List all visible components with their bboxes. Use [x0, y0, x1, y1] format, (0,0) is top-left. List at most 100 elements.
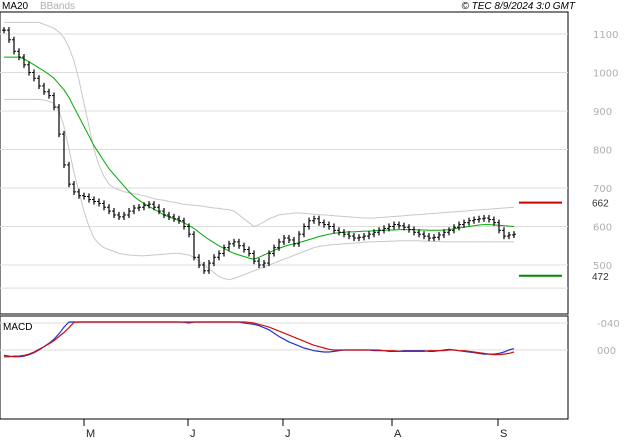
y-tick-label: 500 [593, 261, 612, 272]
x-tick-label: J [190, 428, 196, 440]
price-bar [62, 131, 66, 168]
price-bar [47, 88, 51, 99]
price-bar [457, 221, 461, 231]
price-bar [12, 36, 16, 55]
price-bar [127, 208, 131, 219]
y-axis-ticks: 1100 1000 900 800 700 600 500 [593, 30, 618, 272]
price-bar [452, 224, 456, 234]
price-bar [447, 227, 451, 236]
price-bar [372, 229, 376, 238]
price-bar [217, 250, 221, 261]
price-bar [247, 246, 251, 257]
price-bar [362, 233, 366, 241]
price-bar [237, 238, 241, 249]
price-bar [117, 211, 121, 220]
price-bar [277, 238, 281, 251]
price-bar [157, 204, 161, 215]
price-bar [342, 229, 346, 238]
price-bar [477, 215, 481, 223]
price-bar [32, 69, 36, 82]
price-bar [332, 223, 336, 234]
support-label: 472 [592, 272, 609, 283]
price-bar [87, 193, 91, 203]
price-bar [37, 75, 41, 90]
macd-lines [3, 321, 515, 358]
price-bar [17, 48, 21, 61]
price-bar [282, 234, 286, 245]
price-bar [42, 82, 46, 95]
price-bar [202, 261, 206, 274]
price-bar [417, 229, 421, 238]
x-tick-label: J [285, 428, 291, 440]
price-bar [512, 231, 516, 239]
ma20-line [4, 56, 515, 260]
price-bar [212, 254, 216, 267]
y-tick-label: 800 [593, 146, 612, 157]
resistance-label: 662 [592, 199, 609, 210]
price-bar [252, 250, 256, 265]
ma20-path [4, 56, 515, 260]
price-bar [357, 234, 361, 242]
price-bar [412, 226, 416, 236]
price-bar [107, 204, 111, 215]
price-bar [337, 227, 341, 236]
price-bar [422, 231, 426, 240]
price-bar [502, 227, 506, 240]
price-bar [147, 201, 151, 209]
price-bar [432, 234, 436, 242]
price-bar [292, 236, 296, 247]
x-tick-label: S [500, 428, 507, 440]
price-bar [92, 196, 96, 205]
macd-y-tick-label: 000 [597, 346, 616, 357]
price-panel [0, 11, 569, 315]
price-bar [142, 202, 146, 211]
price-bar [497, 219, 501, 234]
macd-y-axis-ticks: 000 -040 [597, 319, 620, 357]
price-bar [287, 234, 291, 244]
price-bar [367, 231, 371, 240]
price-bar [57, 104, 61, 138]
price-bar [152, 201, 156, 211]
price-bar [227, 240, 231, 251]
price-bar [262, 259, 266, 269]
price-bar [397, 221, 401, 229]
price-bar [67, 161, 71, 188]
price-bar [257, 258, 261, 269]
signal-line [4, 321, 515, 358]
price-bar [427, 233, 431, 242]
price-bar [327, 221, 331, 230]
price-bar [177, 215, 181, 224]
price-bar [442, 229, 446, 239]
price-bar [77, 188, 81, 199]
price-bar [297, 231, 301, 247]
price-bar [207, 259, 211, 274]
price-bar [352, 233, 356, 242]
price-bar [7, 27, 11, 43]
price-bar [402, 222, 406, 231]
price-bar [462, 219, 466, 228]
price-bar [82, 192, 86, 200]
price-bar [437, 231, 441, 241]
price-bar [272, 244, 276, 257]
price-bar [377, 227, 381, 236]
price-bar [72, 181, 76, 195]
price-bar [222, 244, 226, 257]
macd-y-tick-label: -040 [597, 319, 620, 330]
price-bar [162, 208, 166, 219]
price-bar [472, 216, 476, 224]
y-tick-label: 1000 [593, 69, 618, 80]
copyright-label: © TEC 8/9/2024 3:0 GMT [461, 1, 575, 12]
price-bar [392, 221, 396, 230]
legend-ma-swatch [2, 1, 24, 11]
price-bar [387, 223, 391, 232]
price-bar [232, 238, 236, 247]
y-tick-label: 900 [593, 107, 612, 118]
price-bar [307, 217, 311, 230]
price-bar [122, 211, 126, 220]
macd-panel [0, 315, 569, 420]
price-levels: 662 472 [519, 199, 609, 283]
price-bar [132, 204, 136, 215]
price-bar [382, 225, 386, 234]
